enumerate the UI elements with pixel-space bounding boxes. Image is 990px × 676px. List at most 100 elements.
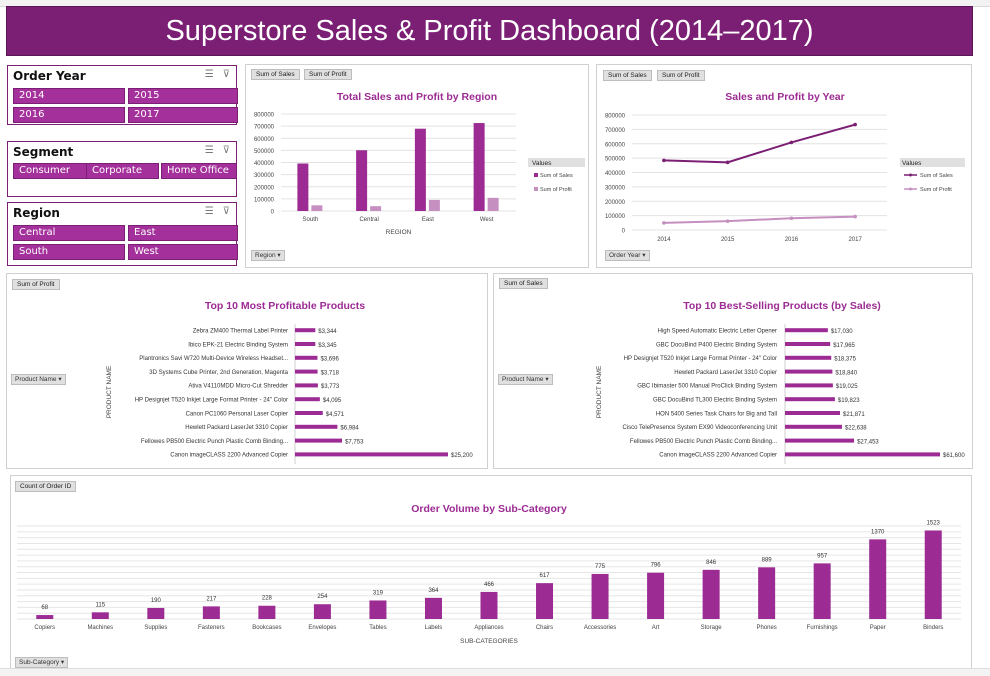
legend-header-bg — [528, 158, 585, 167]
slicer-item-home-office[interactable]: Home Office — [161, 163, 237, 179]
data-label: $18,840 — [835, 370, 857, 376]
data-label: 775 — [595, 564, 606, 570]
data-label: 796 — [651, 563, 662, 569]
dropdown-arrow-icon: ▾ — [642, 252, 646, 259]
data-label: $21,871 — [843, 412, 865, 418]
bar-west-profit — [487, 197, 499, 211]
bar-furnishings — [813, 563, 831, 619]
field-button-sum-of-profit[interactable]: Sum of Profit — [12, 279, 60, 290]
y-tick-label: Hewlett Packard LaserJet 3310 Copier — [674, 370, 777, 376]
x-tick-label: Chairs — [536, 625, 553, 631]
slicer-item-central[interactable]: Central — [13, 225, 125, 241]
bar — [295, 438, 343, 443]
region-filter-button[interactable]: Region ▾ — [251, 250, 285, 261]
data-label: $7,753 — [345, 439, 364, 445]
legend-marker — [909, 173, 912, 177]
region-chart-panel: Sum of Sales Sum of Profit Total Sales a… — [245, 64, 589, 268]
field-button-sum-of-profit[interactable]: Sum of Profit — [657, 70, 705, 81]
bar — [295, 328, 316, 333]
field-button-sum-of-sales[interactable]: Sum of Sales — [499, 278, 548, 289]
bar — [785, 355, 832, 360]
slicer-item-2015[interactable]: 2015 — [128, 88, 238, 104]
y-tick-label: Fellowes PB500 Electric Punch Plastic Co… — [141, 439, 288, 445]
bar-binders — [924, 530, 942, 619]
bar — [295, 383, 318, 388]
slicer-item-2014[interactable]: 2014 — [13, 88, 125, 104]
dashboard-title: Superstore Sales & Profit Dashboard (201… — [6, 6, 973, 56]
clear-filter-icon[interactable]: ⊽ — [222, 206, 230, 217]
horizontal-scrollbar[interactable] — [0, 668, 990, 676]
bar — [785, 383, 833, 388]
multi-select-icon[interactable]: ☰ — [204, 206, 214, 217]
bar — [785, 369, 833, 374]
data-label: 228 — [262, 596, 273, 602]
bar-art — [647, 572, 665, 619]
y-tick-label: 3D Systems Cube Printer, 2nd Generation,… — [149, 370, 288, 376]
x-tick-label: Accessories — [584, 625, 616, 631]
profit-products-chart: Top 10 Most Profitable Products PRODUCT N… — [106, 300, 473, 464]
data-point — [853, 122, 857, 127]
multi-select-icon[interactable]: ☰ — [204, 145, 214, 156]
legend-title: Values — [532, 160, 552, 167]
x-tick-label: 2016 — [785, 237, 799, 243]
bar — [295, 342, 316, 346]
y-tick-label: HP Designjet T520 Inkjet Large Format Pr… — [624, 356, 777, 362]
x-tick-label: East — [422, 217, 434, 223]
x-tick-label: Appliances — [474, 625, 503, 631]
y-axis-title: PRODUCT NAME — [596, 365, 603, 418]
y-tick-label: Zebra ZM400 Thermal Label Printer — [193, 329, 288, 335]
slicer-item-2016[interactable]: 2016 — [13, 107, 125, 123]
chart-title: Top 10 Best-Selling Products (by Sales) — [683, 300, 881, 312]
year-chart: Sales and Profit by Year 0 100000 200000 300… — [605, 91, 965, 243]
multi-select-icon[interactable]: ☰ — [204, 69, 214, 80]
slicer-item-corporate[interactable]: Corporate — [86, 163, 159, 179]
slicer-title: Region — [13, 206, 60, 220]
line-sales — [663, 123, 856, 164]
field-button-sum-of-sales[interactable]: Sum of Sales — [251, 69, 300, 80]
product-name-filter-button[interactable]: Product Name ▾ — [498, 374, 553, 385]
data-label: 1370 — [871, 529, 885, 535]
bar-labels — [424, 597, 442, 619]
data-label: $4,095 — [323, 398, 342, 404]
data-label: $17,030 — [831, 329, 853, 335]
dropdown-arrow-icon: ▾ — [60, 659, 65, 666]
chart-title: Sales and Profit by Year — [725, 91, 844, 103]
y-tick-label: 700000 — [254, 125, 275, 131]
slicer-item-east[interactable]: East — [128, 225, 238, 241]
product-name-filter-button[interactable]: Product Name ▾ — [11, 374, 66, 385]
y-tick-label: 300000 — [254, 173, 275, 179]
x-tick-label: Fasteners — [198, 625, 225, 631]
data-label: 1523 — [927, 520, 941, 526]
field-button-sum-of-profit[interactable]: Sum of Profit — [304, 69, 352, 80]
data-label: $3,344 — [318, 329, 337, 335]
y-tick-label: Canon imageCLASS 2200 Advanced Copier — [170, 453, 288, 459]
data-label: 364 — [428, 588, 439, 594]
data-label: $22,638 — [845, 426, 867, 432]
slicer-item-west[interactable]: West — [128, 244, 238, 260]
region-chart: Total Sales and Profit by Region 0 100000 2… — [254, 91, 585, 236]
y-tick-label: 700000 — [605, 128, 626, 134]
slicer-item-2017[interactable]: 2017 — [128, 107, 238, 123]
field-button-sum-of-sales[interactable]: Sum of Sales — [603, 70, 652, 81]
y-tick-label: GBC DocuBind TL300 Electric Binding Syst… — [653, 398, 777, 404]
data-point — [725, 160, 730, 165]
slicer-item-consumer[interactable]: Consumer — [13, 163, 89, 179]
y-tick-label: 500000 — [605, 157, 626, 163]
field-button-count-of-order-id[interactable]: Count of Order ID — [15, 481, 77, 492]
bar-east-sales — [414, 128, 426, 211]
data-label: $17,965 — [833, 343, 855, 349]
sub-category-filter-button[interactable]: Sub-Category ▾ — [15, 657, 69, 668]
slicer-item-south[interactable]: South — [13, 244, 125, 260]
subcategory-chart: Order Volume by Sub-Category 68 Copiers 115… — [17, 503, 961, 645]
clear-filter-icon[interactable]: ⊽ — [222, 145, 230, 156]
dropdown-arrow-icon: ▾ — [277, 252, 281, 259]
clear-filter-icon[interactable]: ⊽ — [222, 69, 230, 80]
x-axis-title: SUB-CATEGORIES — [460, 638, 518, 645]
x-tick-label: 2017 — [848, 237, 862, 243]
y-tick-label: 800000 — [605, 114, 626, 120]
data-point — [853, 214, 857, 219]
slicer-title: Order Year — [13, 69, 86, 83]
data-point — [662, 158, 666, 163]
order-year-filter-button[interactable]: Order Year ▾ — [605, 250, 650, 261]
data-label: $18,375 — [834, 357, 856, 363]
